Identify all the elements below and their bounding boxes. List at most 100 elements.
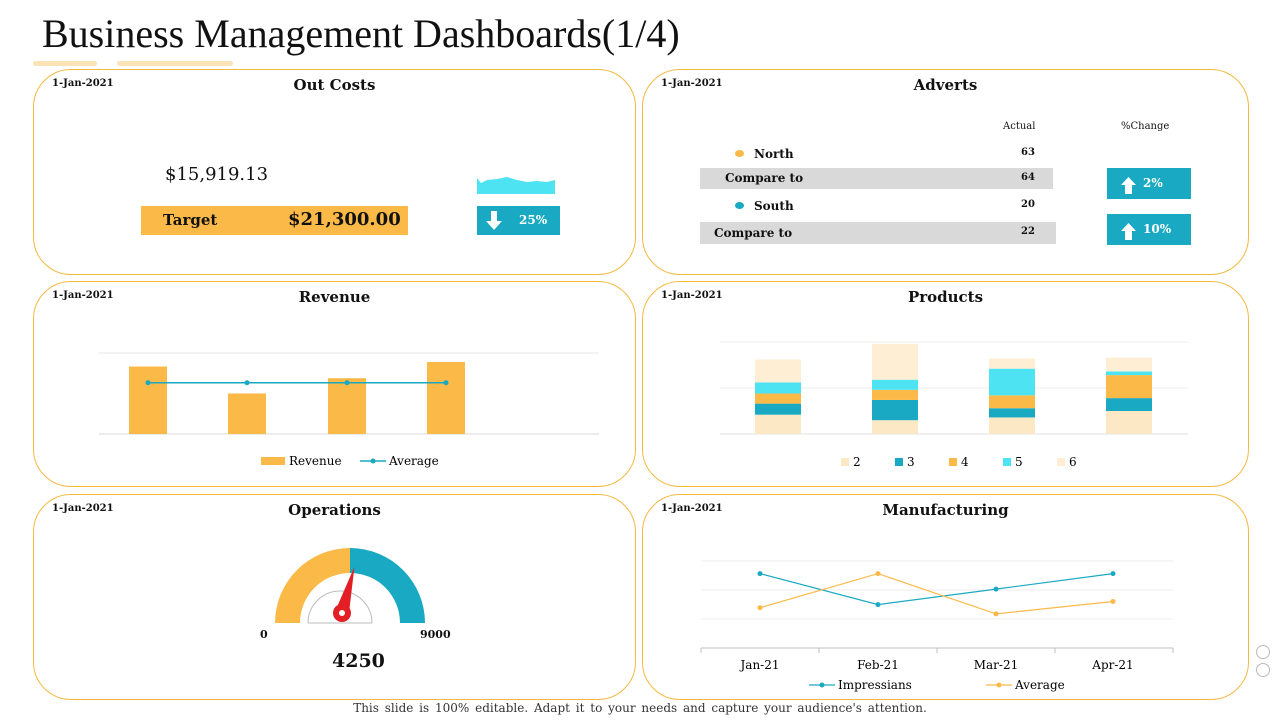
series-point	[1110, 571, 1116, 577]
panel-title: Products	[907, 288, 984, 306]
col-actual-header: Actual	[1003, 121, 1036, 132]
products-bar-segment	[872, 420, 918, 434]
legend-label: 4	[961, 455, 969, 469]
revenue-bar	[228, 393, 266, 434]
panel-date: 1-Jan-2021	[661, 503, 723, 514]
gauge-needle-shape	[335, 566, 355, 615]
change-value: 10%	[1143, 222, 1172, 236]
nav-dot[interactable]	[1256, 645, 1270, 659]
panel-date: 1-Jan-2021	[661, 78, 723, 89]
change-value: 25%	[519, 213, 548, 227]
legend-label-impressians: Impressians	[838, 678, 912, 692]
products-chart: 2 3 4 5 6	[720, 341, 1188, 469]
legend-label-average: Average	[1014, 678, 1065, 692]
average-point	[145, 380, 151, 386]
page-title: Business Management Dashboards(1/4)	[42, 11, 680, 56]
row-value: 22	[1021, 226, 1035, 237]
north-dot	[735, 150, 744, 157]
series-point	[1110, 599, 1116, 604]
products-bar-segment	[1106, 411, 1152, 434]
nav-dot[interactable]	[1256, 663, 1270, 677]
panel-title: Manufacturing	[882, 501, 1009, 519]
legend-label: 3	[907, 455, 915, 469]
row-label: South	[754, 199, 794, 213]
panel-title: Out Costs	[293, 76, 376, 94]
gauge-orange-segment	[275, 548, 350, 623]
operations-panel: 1-Jan-2021 Operations 0 9000 4250	[33, 494, 636, 700]
change-badge-south: 10%	[1107, 214, 1191, 245]
manufacturing-panel: 1-Jan-2021 Manufacturing Jan-21 Feb-21 Mar…	[642, 494, 1249, 700]
products-bar-segment	[872, 379, 918, 390]
products-bar-segment	[989, 408, 1035, 418]
panel-date: 1-Jan-2021	[52, 290, 114, 301]
products-bar-segment	[1106, 371, 1152, 376]
revenue-chart: Revenue Average	[99, 352, 599, 468]
series-line	[759, 572, 1114, 615]
title-underline	[33, 61, 97, 66]
row-label: Compare to	[725, 171, 804, 185]
adverts-panel: 1-Jan-2021 Adverts Actual %Change North …	[642, 69, 1249, 275]
average-point	[344, 380, 350, 386]
legend-label: 6	[1069, 455, 1077, 469]
legend-swatch	[949, 458, 957, 466]
products-bar-segment	[989, 417, 1035, 434]
row-value: 63	[1021, 147, 1035, 158]
panel-title: Adverts	[913, 76, 978, 94]
products-bar-segment	[755, 382, 801, 394]
arrow-up-icon	[1121, 223, 1136, 240]
series-point	[875, 571, 881, 577]
panel-date: 1-Jan-2021	[661, 290, 723, 301]
gauge-inner-arc	[307, 590, 373, 624]
products-bar-segment	[872, 343, 918, 380]
compare-row: Compare to 22	[700, 222, 1056, 244]
products-bar-segment	[755, 359, 801, 383]
target-bar: Target $21,300.00	[141, 206, 408, 235]
series-point	[993, 586, 999, 592]
revenue-bar	[129, 366, 167, 434]
products-bar-segment	[872, 389, 918, 400]
gauge-value: 4250	[332, 650, 385, 672]
footer-note: This slide is 100% editable. Adapt it to…	[353, 701, 927, 715]
products-panel: 1-Jan-2021 Products 2 3 4 5 6	[642, 281, 1249, 487]
revenue-bar	[427, 362, 465, 434]
series-point	[757, 571, 763, 577]
gauge	[275, 548, 425, 624]
series-point	[875, 602, 881, 608]
legend-marker-average	[370, 458, 376, 464]
out-costs-change-badge: 25%	[477, 206, 560, 235]
legend-swatch	[895, 458, 903, 466]
products-bar-segment	[872, 399, 918, 421]
south-dot	[735, 202, 744, 209]
legend-label: 5	[1015, 455, 1023, 469]
legend-label: 2	[853, 455, 861, 469]
title-underline	[117, 61, 233, 66]
products-bar-segment	[989, 358, 1035, 369]
compare-row: Compare to 64	[700, 168, 1053, 189]
change-badge-north: 2%	[1107, 168, 1191, 199]
legend-swatch	[1057, 458, 1065, 466]
arrow-down-icon	[486, 211, 502, 230]
products-bar-segment	[1106, 357, 1152, 372]
sparkline-area	[477, 177, 555, 194]
products-bar-segment	[989, 395, 1035, 409]
x-tick-label: Mar-21	[974, 658, 1019, 672]
legend-label-average: Average	[388, 454, 439, 468]
legend-swatch	[841, 458, 849, 466]
panel-title: Operations	[288, 501, 381, 519]
gauge-max-label: 9000	[420, 628, 451, 641]
series-point	[993, 611, 999, 617]
panel-title: Revenue	[298, 288, 371, 306]
arrow-up-icon	[1121, 177, 1136, 194]
average-point	[443, 380, 449, 386]
target-value: $21,300.00	[288, 209, 401, 230]
legend-marker-impressians	[819, 682, 825, 688]
products-bar-segment	[989, 368, 1035, 396]
row-value: 20	[1021, 199, 1035, 210]
out-costs-amount: $15,919.13	[165, 164, 269, 185]
products-bar-segment	[1106, 398, 1152, 411]
panel-date: 1-Jan-2021	[52, 503, 114, 514]
x-tick-label: Jan-21	[738, 658, 779, 672]
revenue-panel: 1-Jan-2021 Revenue Revenue Average	[33, 281, 636, 487]
gauge-needle	[333, 566, 355, 622]
x-tick-label: Apr-21	[1091, 658, 1133, 672]
